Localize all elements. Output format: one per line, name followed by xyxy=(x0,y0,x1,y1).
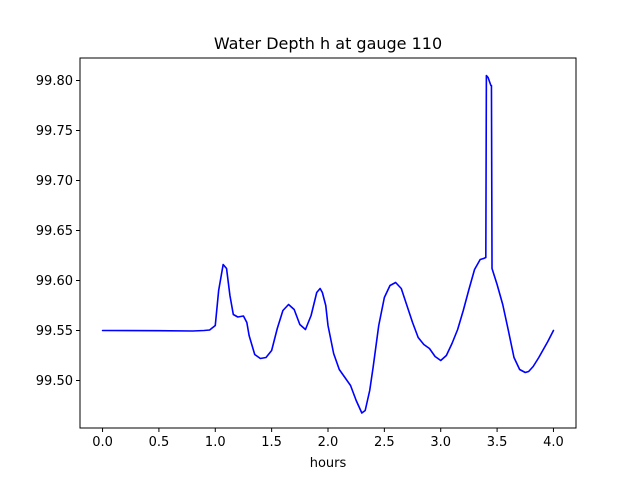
y-tick-label: 99.55 xyxy=(36,324,73,339)
y-axis: 99.50 99.55 99.60 99.65 99.70 99.75 99.80 xyxy=(36,74,80,389)
x-tick-label: 1.0 xyxy=(205,435,226,450)
y-tick-label: 99.60 xyxy=(36,274,73,289)
x-tick-label: 0.5 xyxy=(149,435,170,450)
y-tick-label: 99.70 xyxy=(36,174,73,189)
x-axis: 0.0 0.5 1.0 1.5 2.0 2.5 3.0 3.5 4.0 xyxy=(92,428,564,450)
x-tick-label: 4.0 xyxy=(543,435,564,450)
y-tick-label: 99.80 xyxy=(36,74,73,89)
y-tick-label: 99.75 xyxy=(36,124,73,139)
y-tick-label: 99.50 xyxy=(36,374,73,389)
x-tick-label: 0.0 xyxy=(92,435,113,450)
x-axis-title: hours xyxy=(310,456,347,471)
x-tick-label: 3.0 xyxy=(430,435,451,450)
x-tick-label: 1.5 xyxy=(261,435,282,450)
y-tick-label: 99.65 xyxy=(36,224,73,239)
series-line-0 xyxy=(101,74,555,414)
chart-title: Water Depth h at gauge 110 xyxy=(214,34,442,53)
x-tick-label: 2.0 xyxy=(318,435,339,450)
x-tick-label: 2.5 xyxy=(374,435,395,450)
plot-area xyxy=(101,74,555,414)
x-tick-label: 3.5 xyxy=(487,435,508,450)
